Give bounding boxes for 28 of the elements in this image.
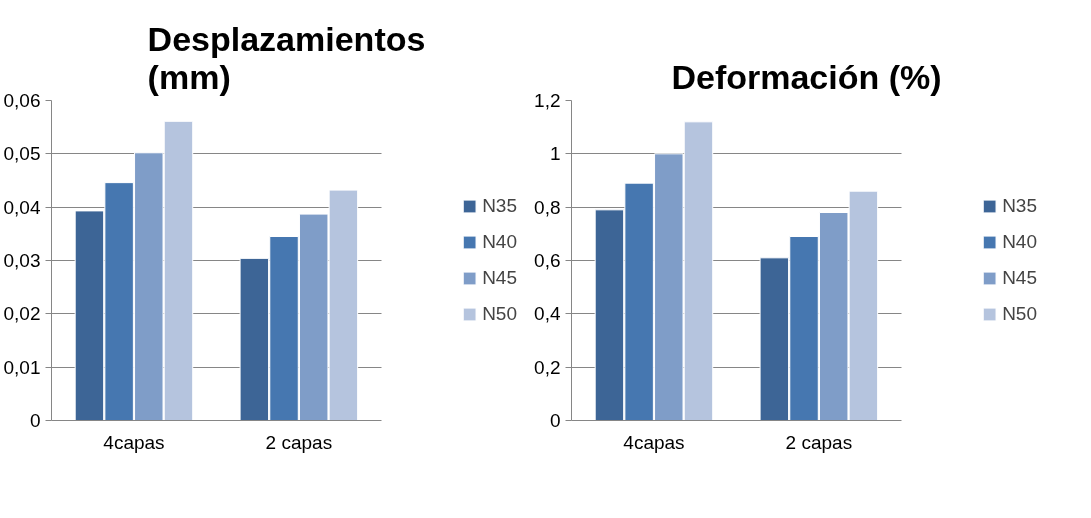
- legend-label: N35: [482, 195, 517, 217]
- x-tick-label: 2 capas: [265, 431, 333, 453]
- x-tick-label: 4capas: [103, 431, 165, 453]
- y-tick-label: 0: [549, 410, 561, 431]
- legend-label: N35: [1002, 195, 1037, 217]
- y-tick-label: 0,04: [3, 196, 41, 218]
- x-tick-label: 4capas: [623, 431, 685, 453]
- x-tick-label: 2 capas: [785, 431, 853, 453]
- y-tick-label: 0,4: [534, 303, 561, 325]
- y-tick-label: 0: [29, 410, 41, 431]
- chart-title: Desplazamientos (mm): [147, 19, 426, 96]
- y-tick-label: 0,03: [3, 250, 41, 271]
- y-tick-label: 1,2: [534, 90, 561, 111]
- y-tick-label: 0,8: [534, 196, 561, 218]
- legend-label: N50: [1002, 303, 1037, 325]
- legend-label: N40: [482, 231, 517, 253]
- legend-label: N45: [482, 267, 517, 289]
- y-tick-label: 1: [549, 143, 561, 165]
- y-tick-label: 0,01: [3, 356, 41, 378]
- y-tick-label: 0,6: [534, 250, 561, 271]
- y-tick-label: 0,05: [3, 143, 41, 165]
- legend-label: N40: [1002, 231, 1037, 253]
- legend-label: N50: [482, 303, 517, 325]
- legend-label: N45: [1002, 267, 1037, 289]
- y-tick-label: 0,2: [534, 356, 561, 378]
- chart-title: Deformación (%): [671, 57, 942, 96]
- y-tick-label: 0,02: [3, 303, 41, 325]
- y-tick-label: 0,06: [3, 90, 41, 111]
